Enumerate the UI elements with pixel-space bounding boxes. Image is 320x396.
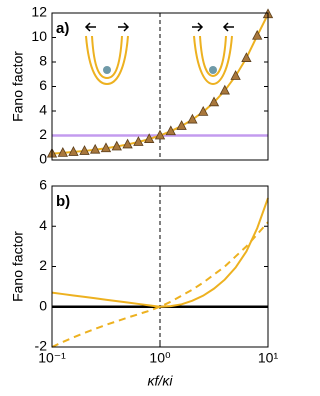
marker xyxy=(100,142,112,153)
y-tick-label: 12 xyxy=(31,4,47,20)
axes-frame xyxy=(51,185,269,348)
marker xyxy=(230,70,241,80)
marker xyxy=(165,125,176,136)
marker xyxy=(79,145,90,155)
marker xyxy=(198,106,209,116)
marker xyxy=(57,147,69,157)
marker xyxy=(252,29,263,40)
y-tick-label: 4 xyxy=(39,217,47,233)
marker xyxy=(176,120,187,130)
y-axis-label: Fano factor xyxy=(10,51,26,122)
schematic-left xyxy=(84,22,130,86)
y-axis-label: Fano factor xyxy=(10,231,26,302)
marker xyxy=(122,138,133,149)
figure: 0 2 4 6 8 10 12 Fano factor a) -2 0 2 4 6 10⁻¹ 10⁰ 10¹ Fa… xyxy=(10,4,279,389)
marker xyxy=(187,113,198,124)
x-tick-label: 10⁻¹ xyxy=(38,350,66,366)
y-tick-label: 2 xyxy=(39,126,47,142)
schematic-right xyxy=(192,22,234,86)
y-tick-label: -2 xyxy=(35,338,48,354)
axes-frame xyxy=(51,12,269,161)
y-tick-label: 6 xyxy=(39,177,47,193)
y-tick-label: 8 xyxy=(39,53,47,69)
marker xyxy=(219,84,230,95)
series-line xyxy=(51,197,269,308)
marker xyxy=(90,143,101,154)
x-axis-label: κf/κi xyxy=(148,373,174,389)
series-line xyxy=(51,221,269,348)
x-tick-label: 10⁰ xyxy=(149,350,171,366)
marker xyxy=(208,96,220,107)
y-tick-label: 10 xyxy=(31,28,47,44)
marker xyxy=(68,146,79,156)
y-tick-label: 0 xyxy=(39,297,47,313)
marker xyxy=(111,140,122,151)
y-tick-label: 6 xyxy=(39,77,47,93)
panel-label: a) xyxy=(56,20,69,37)
marker xyxy=(154,129,166,140)
panel-label: b) xyxy=(56,193,70,210)
y-tick-label: 0 xyxy=(39,151,47,167)
x-tick-label: 10¹ xyxy=(258,350,279,366)
marker xyxy=(144,133,155,143)
y-tick-label: 4 xyxy=(39,102,47,118)
marker xyxy=(133,136,144,146)
y-tick-label: 2 xyxy=(39,257,47,273)
marker xyxy=(241,52,252,62)
